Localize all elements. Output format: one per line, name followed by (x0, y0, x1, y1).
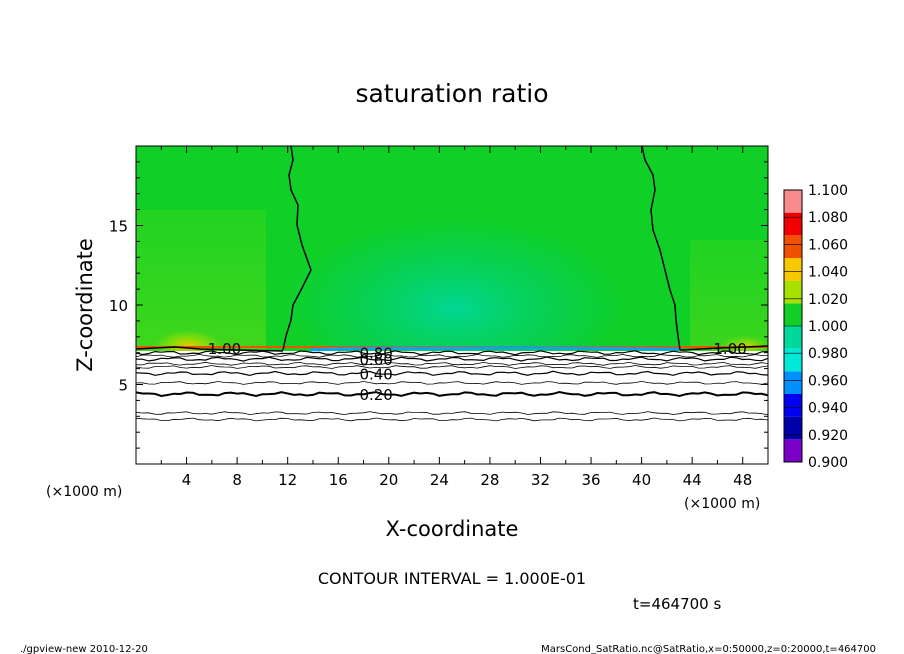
center-cool-region (285, 200, 625, 380)
x-axis: 4 8 12 16 20 24 28 32 36 40 44 48 (160, 146, 752, 489)
y-tick-label: 15 (109, 218, 128, 236)
left-warm-band (136, 210, 266, 351)
footer-right: MarsCond_SatRatio.nc@SatRatio,x=0:50000,… (541, 644, 876, 654)
colorbar-swatch (784, 326, 802, 349)
y-tick-label: 5 (118, 377, 128, 395)
colorbar-label: 1.040 (808, 265, 848, 281)
chart-title: saturation ratio (355, 79, 548, 108)
colorbar-swatch (784, 235, 802, 258)
thin-contour-line (136, 411, 768, 416)
colorbar: 0.900 0.920 0.940 0.960 0.980 1.000 1.020 1.040… (783, 183, 848, 471)
colorbar-label: 0.900 (808, 455, 848, 471)
contour-1-00-left (282, 146, 312, 351)
colorbar-label: 1.060 (808, 237, 848, 253)
x-tick-label: 36 (581, 471, 600, 489)
x-tick-label: 12 (278, 471, 297, 489)
colorbar-swatch (784, 303, 802, 326)
x-axis-title: X-coordinate (386, 517, 519, 541)
thin-contour-lines (136, 353, 768, 422)
x-tick-label: 28 (480, 471, 499, 489)
contour-1-00-lower-right (679, 345, 768, 351)
contour-line (136, 370, 768, 377)
colorbar-label: 1.080 (808, 210, 848, 226)
y-tick-label: 10 (109, 297, 128, 315)
x-tick-label: 48 (733, 471, 752, 489)
right-warm-band (690, 240, 768, 351)
colorbar-swatch (784, 212, 802, 236)
contour-labels: 0.20 0.400.600.80 1.00 1.00 (208, 340, 747, 404)
colorbar-swatch (784, 416, 802, 440)
contour-line (136, 356, 768, 362)
colorbar-label: 1.100 (808, 183, 848, 199)
colorbar-label: 1.000 (808, 319, 848, 335)
x-tick-label: 44 (683, 471, 702, 489)
colorbar-swatch (784, 348, 802, 372)
x-tick-label: 8 (232, 471, 242, 489)
contour-label: 1.00 (208, 340, 241, 358)
contour-label: 0.20 (359, 386, 392, 404)
footer-left: ./gpview-new 2010-12-20 (20, 644, 148, 654)
x-tick-label: 20 (379, 471, 398, 489)
colorbar-swatch (784, 439, 802, 462)
contour-label: 1.00 (713, 340, 746, 358)
thin-contour-line (136, 380, 768, 385)
contour-line (136, 390, 768, 398)
contour-interval-text: CONTOUR INTERVAL = 1.000E-01 (318, 569, 586, 588)
x-tick-label: 40 (632, 471, 651, 489)
colorbar-swatch (784, 371, 802, 394)
subsaturated-field (136, 351, 768, 464)
thin-contour-line (136, 417, 768, 422)
contour-lines (136, 350, 768, 398)
colorbar-swatch (784, 190, 802, 213)
contour-label: 0.60 (359, 351, 392, 369)
contour-label: 0.80 (359, 345, 392, 363)
boundary-cyan (309, 346, 681, 352)
colorbar-swatch (784, 394, 802, 417)
contour-1-00-lower-left (136, 346, 284, 352)
y-axis: 5 10 15 (109, 161, 768, 449)
contour-line (136, 350, 768, 356)
colorbar-label: 0.960 (808, 373, 848, 389)
colorbar-label: 0.940 (808, 401, 848, 417)
x-unit-label-right: (×1000 m) (684, 496, 760, 512)
contour-label: 0.40 (359, 365, 392, 383)
plot-area (136, 146, 768, 464)
colorbar-label: 1.020 (808, 292, 848, 308)
colorbar-label: 0.980 (808, 346, 848, 362)
thin-contour-line (136, 361, 768, 366)
contour-1-00-right (641, 146, 681, 351)
x-tick-label: 4 (182, 471, 192, 489)
thin-contour-line (136, 365, 768, 369)
x-tick-label: 16 (329, 471, 348, 489)
colorbar-swatch (784, 258, 802, 281)
x-tick-label: 32 (531, 471, 550, 489)
colorbar-label: 0.920 (808, 428, 848, 444)
thin-contour-line (136, 353, 768, 358)
y-axis-title: Z-coordinate (73, 238, 97, 372)
time-stamp: t=464700 s (633, 595, 721, 613)
colorbar-swatch (784, 280, 802, 304)
x-tick-label: 24 (430, 471, 449, 489)
x-unit-label: (×1000 m) (46, 484, 122, 500)
